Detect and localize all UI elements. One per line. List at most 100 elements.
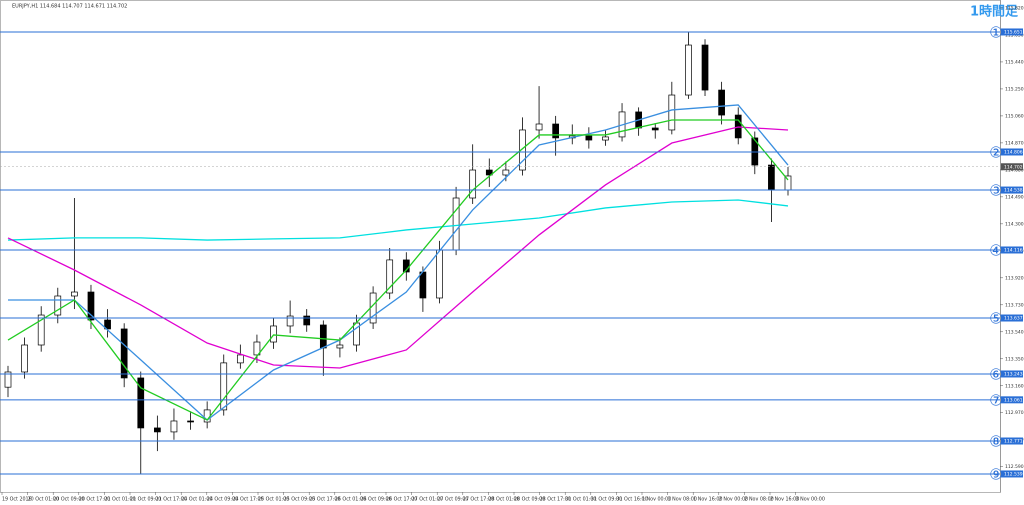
y-tick-label: 113.540: [1005, 329, 1024, 335]
moving-average: [7, 199, 789, 241]
candle-body: [137, 377, 145, 429]
x-tick-label: 26 Oct 09:00: [360, 497, 391, 503]
candle-body: [37, 314, 45, 346]
candle-body: [718, 89, 725, 116]
level-marker: ③: [989, 182, 1002, 200]
candle-body: [87, 291, 95, 321]
x-tick-label: 1 Nov 00:00: [642, 497, 671, 503]
x-tick-label: 26 Oct 17:00: [386, 497, 417, 503]
candle-body: [469, 169, 477, 199]
candle-body: [502, 169, 510, 176]
candle-body: [120, 328, 128, 379]
x-tick-label: 21 Oct 17:00: [156, 497, 187, 503]
x-tick-label: 2 Nov 00:00: [719, 497, 748, 503]
x-tick-label: 27 Oct 17:00: [463, 497, 494, 503]
x-tick-label: 28 Oct 09:00: [514, 497, 545, 503]
y-tick-label: 113.160: [1005, 383, 1024, 389]
current-price-label: 114.702: [1004, 164, 1023, 170]
candle-body: [170, 420, 178, 433]
candle-body: [602, 136, 609, 141]
level-marker: ②: [989, 143, 1002, 161]
x-tick-label: 31 Oct 16:00: [616, 497, 647, 503]
candle-body: [286, 315, 294, 327]
x-tick-label: 20 Oct 17:00: [79, 497, 110, 503]
x-tick-label: 25 Oct 09:00: [284, 497, 315, 503]
level-marker: ⑦: [989, 391, 1002, 409]
y-tick-label: 112.970: [1005, 410, 1024, 416]
candle-body: [104, 319, 111, 330]
level-price-box: [1001, 148, 1023, 156]
candle-body: [552, 123, 560, 139]
level-price-label: 113.243: [1004, 371, 1023, 377]
level-price-label: 114.116: [1004, 247, 1023, 253]
level-price-box: [1001, 186, 1023, 194]
y-tick-label: 115.440: [1005, 59, 1024, 65]
x-tick-label: 2 Nov 16:00: [770, 497, 799, 503]
x-tick-label: 24 Oct 17:00: [232, 497, 263, 503]
candle-body: [270, 325, 277, 343]
candle-body: [336, 344, 344, 349]
candle-body: [768, 164, 775, 191]
level-price-box: [1001, 437, 1023, 445]
x-tick-label: 19 Oct 2016: [2, 497, 32, 503]
x-tick-label: 25 Oct 17:00: [309, 497, 340, 503]
x-tick-label: 31 Oct 09:00: [591, 497, 622, 503]
level-marker: ⑥: [989, 365, 1002, 383]
candle-body: [436, 249, 443, 299]
candle-body: [54, 295, 62, 316]
y-tick-label: 115.060: [1005, 113, 1024, 119]
y-tick-label: 113.730: [1005, 302, 1024, 308]
level-price-box: [1001, 246, 1023, 254]
level-marker: ⑨: [989, 465, 1002, 483]
candle-body: [452, 197, 460, 251]
candle-body: [303, 315, 311, 326]
level-price-label: 113.061: [1004, 397, 1023, 403]
candle-body: [419, 271, 427, 299]
plot-frame: [0, 0, 1001, 493]
candle-body: [386, 259, 394, 294]
level-marker: ⑤: [989, 310, 1002, 328]
candle-body: [701, 44, 709, 91]
x-tick-label: 21 Oct 01:00: [104, 497, 135, 503]
y-tick-label: 114.490: [1005, 194, 1024, 200]
candle-body: [220, 362, 228, 411]
candle-body: [535, 123, 543, 131]
candle-body: [485, 169, 493, 176]
x-tick-label: 28 Oct 17:00: [540, 497, 571, 503]
x-tick-label: 24 Oct 09:00: [207, 497, 238, 503]
level-price-label: 114.806: [1004, 149, 1023, 155]
level-price-label: 114.538: [1004, 188, 1023, 194]
level-price-label: 113.637: [1004, 316, 1023, 322]
level-price-box: [1001, 314, 1023, 322]
x-tick-label: 25 Oct 01:00: [258, 497, 289, 503]
level-price-box: [1001, 470, 1023, 478]
candle-body: [154, 427, 161, 433]
y-tick-label: 112.590: [1005, 464, 1024, 470]
level-price-label: 115.651: [1004, 29, 1023, 35]
x-tick-label: 2 Nov 08:00: [744, 497, 773, 503]
candle-body: [21, 344, 28, 373]
x-tick-label: 1 Nov 16:00: [693, 497, 722, 503]
moving-average: [7, 119, 789, 421]
x-tick-label: 28 Oct 01:00: [488, 497, 519, 503]
candle-body: [71, 291, 78, 297]
candle-body: [668, 94, 676, 131]
level-price-label: 112.771: [1004, 439, 1023, 445]
x-tick-label: 3 Nov 00:00: [796, 497, 825, 503]
x-tick-label: 26 Oct 01:00: [335, 497, 366, 503]
candle-body: [253, 341, 261, 356]
x-tick-label: 27 Oct 09:00: [437, 497, 468, 503]
chart-title: EURJPY,H1 114.684 114.707 114.671 114.70…: [12, 4, 127, 10]
y-tick-label: 115.250: [1005, 86, 1024, 92]
y-tick-label: 115.820: [1005, 5, 1024, 11]
candle-body: [4, 371, 12, 388]
x-tick-label: 31 Oct 01:00: [565, 497, 596, 503]
level-price-box: [1001, 370, 1023, 378]
x-tick-label: 24 Oct 01:00: [181, 497, 212, 503]
x-tick-label: 27 Oct 01:00: [412, 497, 443, 503]
candle-body: [685, 44, 692, 96]
x-tick-label: 21 Oct 09:00: [130, 497, 161, 503]
level-marker: ④: [989, 241, 1002, 259]
level-marker: ①: [989, 23, 1002, 41]
